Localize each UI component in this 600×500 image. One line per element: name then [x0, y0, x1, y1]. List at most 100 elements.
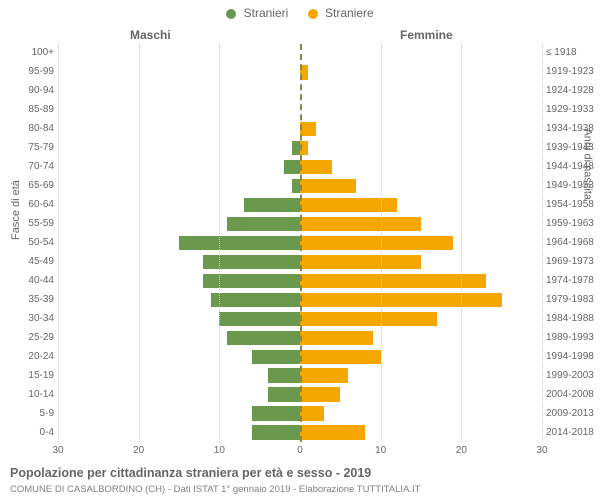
ytick-age: 60-64	[20, 200, 54, 210]
legend-swatch-male	[226, 9, 236, 19]
ytick-age: 50-54	[20, 238, 54, 248]
bar-female	[300, 160, 332, 174]
plot-area	[58, 44, 542, 442]
subtitle-female: Femmine	[400, 28, 453, 42]
bar-male	[252, 406, 300, 420]
ytick-birth: 1949-1953	[546, 181, 594, 191]
ytick-age: 40-44	[20, 276, 54, 286]
ytick-birth: 2014-2018	[546, 428, 594, 438]
bar-female	[300, 350, 381, 364]
ytick-birth: 1954-1958	[546, 200, 594, 210]
ytick-birth: 1929-1933	[546, 105, 594, 115]
bar-male	[227, 217, 300, 231]
bar-female	[300, 406, 324, 420]
ytick-age: 25-29	[20, 333, 54, 343]
bar-male	[227, 331, 300, 345]
gridline	[461, 44, 462, 442]
center-line	[300, 44, 302, 442]
subtitle-male: Maschi	[130, 28, 171, 42]
bar-female	[300, 217, 421, 231]
ytick-age: 35-39	[20, 295, 54, 305]
bar-male	[268, 387, 300, 401]
xtick: 10	[375, 445, 386, 456]
bar-female	[300, 368, 348, 382]
ytick-birth: 1919-1923	[546, 67, 594, 77]
bar-female	[300, 274, 486, 288]
ytick-age: 95-99	[20, 67, 54, 77]
chart-source: COMUNE DI CASALBORDINO (CH) - Dati ISTAT…	[10, 484, 421, 495]
ytick-birth: 1959-1963	[546, 219, 594, 229]
legend-item-female: Straniere	[308, 6, 374, 20]
bar-male	[252, 425, 300, 439]
xtick: 20	[133, 445, 144, 456]
bar-female	[300, 312, 437, 326]
bar-female	[300, 387, 340, 401]
gridline	[58, 44, 59, 442]
legend-label-female: Straniere	[325, 6, 374, 20]
bar-male	[284, 160, 300, 174]
ytick-birth: 1989-1993	[546, 333, 594, 343]
ytick-age: 75-79	[20, 143, 54, 153]
bar-male	[211, 293, 300, 307]
gridline	[139, 44, 140, 442]
ytick-age: 15-19	[20, 371, 54, 381]
bar-female	[300, 255, 421, 269]
ytick-birth: 1944-1948	[546, 162, 594, 172]
bar-female	[300, 179, 356, 193]
bar-male	[292, 141, 300, 155]
bar-female	[300, 293, 502, 307]
gridline	[219, 44, 220, 442]
ytick-birth: 1969-1973	[546, 257, 594, 267]
bar-female	[300, 198, 397, 212]
ytick-age: 30-34	[20, 314, 54, 324]
ytick-birth: 1979-1983	[546, 295, 594, 305]
xtick: 0	[297, 445, 303, 456]
bar-male	[292, 179, 300, 193]
ytick-birth: 1924-1928	[546, 86, 594, 96]
ytick-birth: 1984-1988	[546, 314, 594, 324]
ytick-birth: 1974-1978	[546, 276, 594, 286]
xtick: 30	[536, 445, 547, 456]
ytick-age: 100+	[20, 48, 54, 58]
legend-label-male: Stranieri	[244, 6, 289, 20]
gridline	[542, 44, 543, 442]
ytick-birth: 1964-1968	[546, 238, 594, 248]
ytick-age: 80-84	[20, 124, 54, 134]
ytick-age: 90-94	[20, 86, 54, 96]
bar-female	[300, 236, 453, 250]
bar-male	[203, 255, 300, 269]
ytick-age: 70-74	[20, 162, 54, 172]
ytick-age: 85-89	[20, 105, 54, 115]
gridline	[381, 44, 382, 442]
legend: Stranieri Straniere	[0, 6, 600, 20]
bar-male	[219, 312, 300, 326]
bar-male	[179, 236, 300, 250]
ytick-age: 10-14	[20, 390, 54, 400]
ytick-age: 55-59	[20, 219, 54, 229]
xtick: 30	[52, 445, 63, 456]
bar-male	[268, 368, 300, 382]
ytick-age: 65-69	[20, 181, 54, 191]
xtick: 10	[214, 445, 225, 456]
ytick-age: 0-4	[20, 428, 54, 438]
bar-male	[244, 198, 300, 212]
bar-female	[300, 122, 316, 136]
ytick-birth: 1939-1943	[546, 143, 594, 153]
ytick-age: 5-9	[20, 409, 54, 419]
ytick-birth: 2004-2008	[546, 390, 594, 400]
bar-female	[300, 425, 365, 439]
bar-male	[203, 274, 300, 288]
ytick-birth: 2009-2013	[546, 409, 594, 419]
chart-title: Popolazione per cittadinanza straniera p…	[10, 466, 371, 480]
ytick-age: 45-49	[20, 257, 54, 267]
bar-male	[252, 350, 300, 364]
ytick-birth: 1934-1938	[546, 124, 594, 134]
bar-female	[300, 331, 373, 345]
legend-swatch-female	[308, 9, 318, 19]
ytick-birth: 1994-1998	[546, 352, 594, 362]
pyramid-chart: Stranieri Straniere Maschi Femmine Fasce…	[0, 0, 600, 500]
ytick-age: 20-24	[20, 352, 54, 362]
ytick-birth: ≤ 1918	[546, 48, 577, 58]
legend-item-male: Stranieri	[226, 6, 288, 20]
ytick-birth: 1999-2003	[546, 371, 594, 381]
